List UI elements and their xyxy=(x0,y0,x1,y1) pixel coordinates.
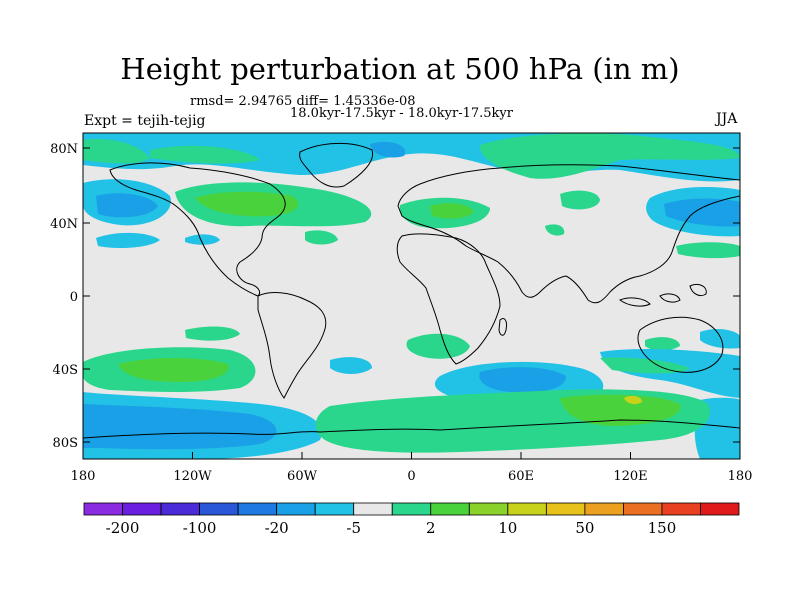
colorbar-label: -5 xyxy=(346,519,361,537)
colorbar-swatch xyxy=(391,502,432,516)
experiment-label: Expt = tejih-tejig xyxy=(84,113,206,129)
contour-positive-region xyxy=(560,394,681,426)
contour-positive-region xyxy=(560,190,600,210)
contour-field xyxy=(83,133,740,459)
colorbar-swatch xyxy=(237,502,278,516)
coastline-south-america xyxy=(257,292,327,399)
colorbar-swatch xyxy=(430,502,470,516)
contour-negative-region xyxy=(185,234,220,245)
colorbar-swatch xyxy=(160,502,200,516)
lon-label-120w: 120W xyxy=(173,469,212,484)
colorbar-swatch xyxy=(122,502,162,516)
colorbar-swatch xyxy=(83,502,123,516)
contour-negative-region xyxy=(330,357,372,374)
colorbar-swatch xyxy=(623,502,663,516)
contour-positive-region xyxy=(545,224,565,236)
coastline-eurasia xyxy=(397,164,740,304)
colorbar-labels: -200 -100 -20 -5 2 10 50 150 xyxy=(106,519,677,537)
colorbar-label: -100 xyxy=(183,519,217,537)
contour-positive-region xyxy=(305,230,338,245)
coastline-africa xyxy=(396,233,501,365)
colorbar xyxy=(83,502,740,516)
lon-label-120e: 120E xyxy=(613,469,647,484)
colorbar-label: 2 xyxy=(426,519,436,537)
lat-label-80n: 80N xyxy=(50,142,78,157)
contour-positive-region xyxy=(676,242,740,259)
contour-positive-region xyxy=(150,145,260,164)
lon-label-60e: 60E xyxy=(508,469,534,484)
plot-title: Height perturbation at 500 hPa (in m) xyxy=(120,52,680,86)
lat-label-40s: 40S xyxy=(53,363,78,378)
contour-positive-region xyxy=(195,191,299,217)
axis-ticks xyxy=(82,147,741,459)
coastline-north-america xyxy=(109,162,286,297)
contour-negative-region xyxy=(479,367,566,393)
period-text: 18.0kyr-17.5kyr - 18.0kyr-17.5kyr xyxy=(290,106,513,121)
contour-positive-region xyxy=(406,333,470,359)
contour-negative-region xyxy=(96,193,158,218)
coastline-australia xyxy=(637,316,724,373)
colorbar-swatch xyxy=(584,502,624,516)
stats-text: rmsd= 2.94765 diff= 1.45336e-08 xyxy=(190,94,416,109)
colorbar-label: 50 xyxy=(575,519,594,537)
lon-label-60w: 60W xyxy=(287,469,318,484)
colorbar-label: -200 xyxy=(106,519,140,537)
coastline-antarctica xyxy=(83,419,740,439)
colorbar-swatch xyxy=(545,502,586,516)
contour-positive-region xyxy=(118,358,229,382)
coastline-madagascar xyxy=(498,317,507,336)
season-label: JJA xyxy=(716,111,738,127)
contour-negative-region xyxy=(83,404,277,450)
contour-positive-region xyxy=(479,133,740,179)
colorbar-swatch xyxy=(199,502,239,516)
colorbar-label: 150 xyxy=(648,519,677,537)
contour-negative-region xyxy=(370,141,406,158)
contour-positive-region xyxy=(430,203,474,219)
contour-positive-region xyxy=(185,326,240,341)
coastline-islands xyxy=(689,283,707,297)
colorbar-swatch xyxy=(661,502,701,516)
colorbar-swatch xyxy=(353,502,393,516)
lon-label-0: 0 xyxy=(407,469,415,484)
lon-label-180e: 180 xyxy=(728,469,753,484)
colorbar-swatch xyxy=(700,502,740,516)
lon-label-180w: 180 xyxy=(71,469,96,484)
lat-label-0: 0 xyxy=(70,290,78,305)
coastline-islands xyxy=(659,293,681,303)
colorbar-swatch xyxy=(276,502,316,516)
colorbar-swatch xyxy=(468,502,509,516)
colorbar-label: 10 xyxy=(498,519,517,537)
lat-label-40n: 40N xyxy=(50,217,78,232)
coastline-greenland xyxy=(299,142,374,188)
contour-positive-peak xyxy=(624,395,642,405)
contour-negative-region xyxy=(664,198,740,227)
contour-positive-region xyxy=(83,138,150,164)
colorbar-label: -20 xyxy=(265,519,289,537)
colorbar-swatch xyxy=(314,502,355,516)
contour-positive-region xyxy=(645,337,680,351)
coastlines xyxy=(83,142,740,439)
contour-negative-region xyxy=(96,232,160,248)
coastline-islands xyxy=(618,297,651,307)
colorbar-swatch xyxy=(507,502,547,516)
contour-negative-region xyxy=(700,329,740,349)
lat-label-80s: 80S xyxy=(53,436,78,451)
